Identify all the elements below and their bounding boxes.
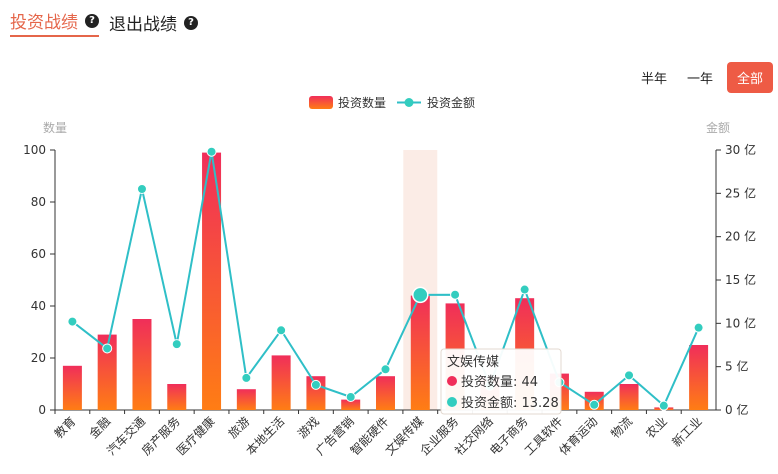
- y-right-tick-label: 0 亿: [725, 402, 748, 417]
- x-tick-label: 金融: [86, 414, 114, 442]
- y-right-tick-label: 30 亿: [725, 142, 756, 157]
- x-tick-label: 医疗健康: [173, 414, 218, 459]
- y-axis-left-title: 数量: [43, 120, 67, 135]
- bar-物流[interactable]: [619, 384, 639, 410]
- amount-point-电子商务[interactable]: [519, 284, 530, 295]
- bar-文娱传媒[interactable]: [410, 295, 430, 410]
- amount-point-汽车交通[interactable]: [136, 184, 147, 194]
- y-left-tick-label: 0: [38, 403, 46, 417]
- y-right-tick-label: 5 亿: [725, 359, 748, 374]
- y-left-tick-label: 60: [31, 247, 46, 261]
- y-right-tick-label: 20 亿: [725, 229, 756, 244]
- y-right-tick-label: 25 亿: [725, 185, 756, 200]
- tooltip-line-amount: 投资金额: 13.28: [461, 395, 559, 411]
- amount-point-物流[interactable]: [624, 370, 635, 381]
- question-circle-icon[interactable]: ?: [85, 13, 99, 28]
- tooltip-box: [440, 348, 562, 415]
- amount-point-文娱传媒[interactable]: [412, 286, 429, 304]
- tooltip-title: 文娱传媒: [447, 355, 499, 370]
- tab-exit-record[interactable]: 退出战绩 ?: [109, 10, 198, 35]
- bar-广告营销[interactable]: [341, 399, 361, 410]
- time-range-selector: 半年 一年 全部: [631, 62, 773, 93]
- bar-汽车交通[interactable]: [132, 319, 152, 410]
- x-tick-label: 游戏: [295, 414, 322, 441]
- x-tick-label: 农业: [643, 414, 670, 441]
- tab-investment-record[interactable]: 投资战绩 ?: [10, 8, 99, 37]
- legend-bar-label[interactable]: 投资数量: [338, 95, 386, 110]
- legend-bar-swatch[interactable]: [309, 96, 333, 109]
- x-tick-label: 本地生活: [243, 414, 287, 458]
- tooltip-amount-marker: [447, 397, 457, 407]
- tab-exit-label: 退出战绩: [109, 15, 177, 35]
- amount-point-体育运动[interactable]: [589, 399, 600, 410]
- y-right-tick-label: 10 亿: [725, 315, 756, 330]
- bar-医疗健康[interactable]: [202, 152, 222, 410]
- amount-point-游戏[interactable]: [310, 379, 321, 390]
- y-left-tick-label: 80: [31, 195, 46, 209]
- y-axis-right-title: 金额: [706, 120, 730, 135]
- x-tick-label: 新工业: [669, 414, 705, 450]
- x-tick-label: 物流: [608, 414, 635, 441]
- amount-point-医疗健康[interactable]: [206, 146, 217, 157]
- tab-bar: 投资战绩 ? 退出战绩 ?: [10, 8, 198, 37]
- bar-新工业[interactable]: [689, 345, 709, 410]
- bar-本地生活[interactable]: [271, 355, 291, 410]
- amount-point-农业[interactable]: [658, 400, 669, 411]
- legend-line-marker[interactable]: [404, 98, 414, 107]
- x-tick-label: 教育: [51, 414, 79, 442]
- range-all-button[interactable]: 全部: [726, 62, 773, 93]
- amount-point-广告营销[interactable]: [345, 392, 356, 402]
- bar-智能硬件[interactable]: [376, 376, 395, 410]
- bar-金融[interactable]: [97, 334, 117, 410]
- amount-point-企业服务[interactable]: [450, 289, 461, 300]
- range-half-year-button[interactable]: 半年: [640, 72, 667, 87]
- x-tick-label: 体育运动: [556, 414, 601, 459]
- y-left-tick-label: 20: [31, 351, 46, 365]
- amount-point-旅游[interactable]: [241, 372, 252, 383]
- amount-point-房产服务[interactable]: [171, 339, 182, 350]
- amount-point-新工业[interactable]: [693, 322, 704, 333]
- bar-教育[interactable]: [62, 365, 82, 410]
- x-tick-label: 旅游: [226, 414, 253, 441]
- tooltip-line-count: 投资数量: 44: [461, 374, 538, 390]
- range-one-year-button[interactable]: 一年: [686, 72, 713, 87]
- bar-房产服务[interactable]: [167, 384, 187, 410]
- amount-point-本地生活[interactable]: [276, 325, 287, 336]
- question-circle-icon[interactable]: ?: [184, 15, 198, 30]
- amount-point-智能硬件[interactable]: [380, 364, 391, 375]
- tab-investment-label: 投资战绩: [10, 13, 78, 33]
- amount-point-金融[interactable]: [102, 343, 113, 354]
- y-right-tick-label: 15 亿: [725, 272, 756, 287]
- amount-point-教育[interactable]: [67, 316, 78, 327]
- y-left-tick-label: 100: [23, 143, 46, 157]
- legend-line-label[interactable]: 投资金额: [427, 95, 475, 110]
- tooltip-bar-marker: [447, 376, 457, 386]
- y-left-tick-label: 40: [31, 299, 46, 313]
- bar-旅游[interactable]: [236, 389, 256, 410]
